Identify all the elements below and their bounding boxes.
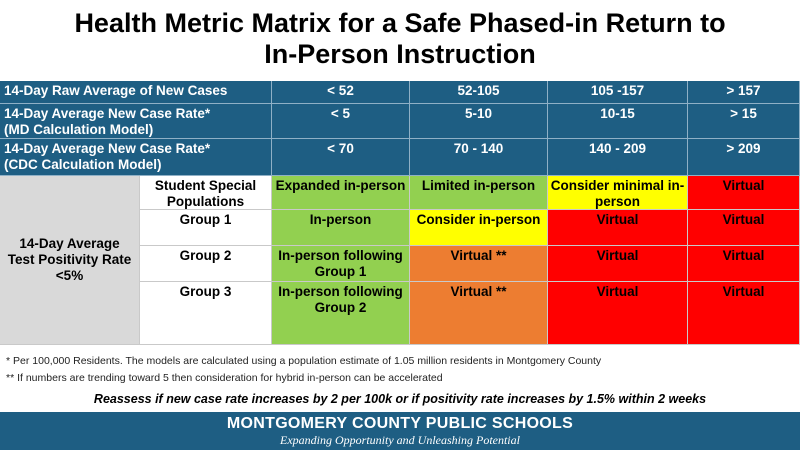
page-title: Health Metric Matrix for a Safe Phased-i… bbox=[0, 8, 800, 70]
group-2-label: Group 2 bbox=[140, 246, 272, 282]
group-2-tier-2: Virtual ** bbox=[410, 246, 548, 282]
raw-average-tier-4: > 157 bbox=[688, 81, 800, 104]
md-rate-tier-1: < 5 bbox=[272, 104, 410, 139]
raw-average-tier-1: < 52 bbox=[272, 81, 410, 104]
group-3-tier-2: Virtual ** bbox=[410, 282, 548, 345]
consider-minimal-header: Consider minimal in-person bbox=[548, 176, 688, 210]
footer-banner: MONTGOMERY COUNTY PUBLIC SCHOOLS Expandi… bbox=[0, 412, 800, 450]
positivity-rate-label: 14-Day Average Test Positivity Rate <5% bbox=[0, 176, 140, 345]
reassess-note: Reassess if new case rate increases by 2… bbox=[93, 392, 707, 406]
group-1-label: Group 1 bbox=[140, 210, 272, 246]
group-2-tier-1: In-person following Group 1 bbox=[272, 246, 410, 282]
limited-in-person-header: Limited in-person bbox=[410, 176, 548, 210]
row-label-cdc-rate: 14-Day Average New Case Rate* (CDC Calcu… bbox=[0, 139, 272, 176]
md-rate-label-line-2: (MD Calculation Model) bbox=[4, 122, 154, 137]
row-label-md-rate: 14-Day Average New Case Rate* (MD Calcul… bbox=[0, 104, 272, 139]
group-1-tier-1: In-person bbox=[272, 210, 410, 246]
row-label-raw-average: 14-Day Raw Average of New Cases bbox=[0, 81, 272, 104]
group-3-tier-1: In-person following Group 2 bbox=[272, 282, 410, 345]
group-2-tier-4: Virtual bbox=[688, 246, 800, 282]
virtual-header: Virtual bbox=[688, 176, 800, 210]
group-1-tier-4: Virtual bbox=[688, 210, 800, 246]
group-1-tier-3: Virtual bbox=[548, 210, 688, 246]
md-rate-tier-4: > 15 bbox=[688, 104, 800, 139]
title-line-1: Health Metric Matrix for a Safe Phased-i… bbox=[74, 8, 726, 38]
md-rate-tier-3: 10-15 bbox=[548, 104, 688, 139]
group-2-tier-3: Virtual bbox=[548, 246, 688, 282]
cdc-rate-label-line-1: 14-Day Average New Case Rate* bbox=[4, 141, 211, 156]
title-line-2: In-Person Instruction bbox=[264, 39, 536, 69]
cdc-rate-tier-2: 70 - 140 bbox=[410, 139, 548, 176]
organization-tagline: Expanding Opportunity and Unleashing Pot… bbox=[280, 433, 520, 447]
md-rate-label-line-1: 14-Day Average New Case Rate* bbox=[4, 106, 211, 121]
student-populations-header: Student Special Populations bbox=[140, 176, 272, 210]
organization-name: MONTGOMERY COUNTY PUBLIC SCHOOLS bbox=[226, 415, 574, 432]
health-metric-matrix: 14-Day Raw Average of New Cases < 52 52-… bbox=[0, 81, 800, 345]
footnote-per-100k: * Per 100,000 Residents. The models are … bbox=[6, 355, 602, 367]
group-1-tier-2: Consider in-person bbox=[410, 210, 548, 246]
raw-average-tier-3: 105 -157 bbox=[548, 81, 688, 104]
cdc-rate-label-line-2: (CDC Calculation Model) bbox=[4, 157, 162, 172]
footnote-trending: ** If numbers are trending toward 5 then… bbox=[6, 372, 443, 384]
raw-average-tier-2: 52-105 bbox=[410, 81, 548, 104]
cdc-rate-tier-4: > 209 bbox=[688, 139, 800, 176]
group-3-label: Group 3 bbox=[140, 282, 272, 345]
group-3-tier-3: Virtual bbox=[548, 282, 688, 345]
md-rate-tier-2: 5-10 bbox=[410, 104, 548, 139]
group-3-tier-4: Virtual bbox=[688, 282, 800, 345]
cdc-rate-tier-1: < 70 bbox=[272, 139, 410, 176]
cdc-rate-tier-3: 140 - 209 bbox=[548, 139, 688, 176]
expanded-in-person-header: Expanded in-person bbox=[272, 176, 410, 210]
